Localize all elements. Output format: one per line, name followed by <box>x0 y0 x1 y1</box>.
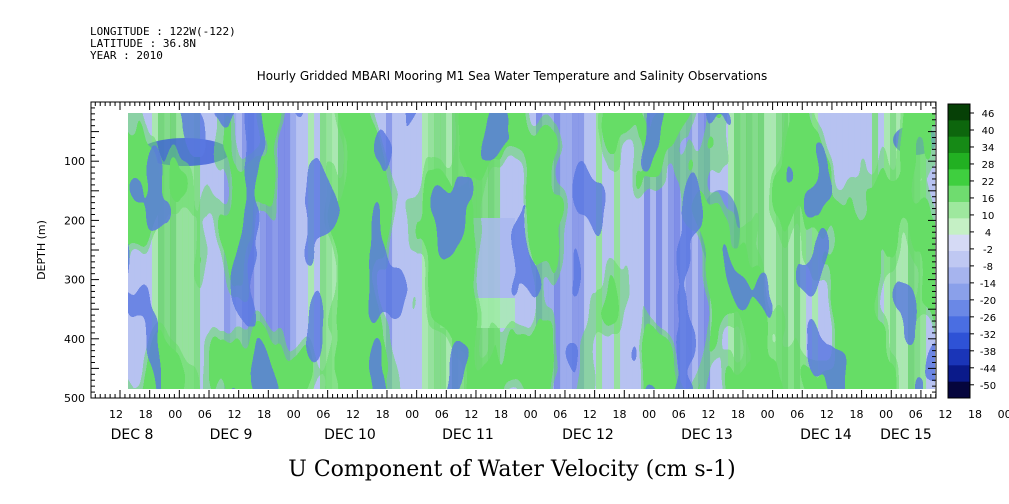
x-hour-label: 06 <box>553 408 567 421</box>
x-hour-label: 06 <box>909 408 923 421</box>
x-date-label: DEC 8 <box>111 427 154 443</box>
x-hour-label: 18 <box>139 408 153 421</box>
x-date-label: DEC 10 <box>324 427 376 443</box>
colorbar-label: 28 <box>982 160 995 171</box>
x-hour-label: 12 <box>820 408 834 421</box>
y-axis-labels: 100 200 300 400 500 <box>64 155 85 405</box>
y-tick-label: 200 <box>64 214 85 227</box>
colorbar-swatch <box>948 316 970 334</box>
colorbar-swatch <box>948 169 970 187</box>
colorbar-swatch <box>948 267 970 285</box>
latitude-label: LATITUDE : 36.8N <box>90 37 196 50</box>
colorbar-swatch <box>948 283 970 301</box>
colorbar-swatch <box>948 185 970 203</box>
y-tick-label: 400 <box>64 333 85 346</box>
x-axis-title: U Component of Water Velocity (cm s-1) <box>288 457 735 482</box>
x-axis-ticks <box>94 102 937 398</box>
x-date-label: DEC 13 <box>681 427 733 443</box>
x-date-label: DEC 11 <box>442 427 494 443</box>
x-hour-label: 12 <box>109 408 123 421</box>
x-date-label: DEC 14 <box>800 427 852 443</box>
longitude-label: LONGITUDE : 122W(-122) <box>90 25 236 38</box>
colorbar-swatch <box>948 381 970 399</box>
colorbar-swatch <box>948 153 970 170</box>
colorbar-label: -20 <box>980 296 996 307</box>
y-tick-label: 100 <box>64 155 85 168</box>
colorbar-label: -26 <box>980 313 996 324</box>
y-axis-title: DEPTH (m) <box>35 220 48 280</box>
colorbar-swatch <box>948 332 970 350</box>
x-hour-label: 18 <box>731 408 745 421</box>
colorbar-label: -44 <box>980 364 996 375</box>
heatmap-field <box>128 113 935 389</box>
colorbar-label: 16 <box>982 194 995 205</box>
colorbar-label: -32 <box>980 330 996 341</box>
colorbar-swatch <box>948 120 970 138</box>
x-hour-label: 12 <box>346 408 360 421</box>
x-hour-label: 06 <box>672 408 686 421</box>
x-hour-label: 12 <box>701 408 715 421</box>
colorbar: 46 40 34 28 22 16 10 4 -2 -8 -14 -20 -26 -32 -38 -44 -50 <box>947 103 996 399</box>
colorbar-label: -8 <box>983 262 993 273</box>
colorbar-swatch <box>948 349 970 366</box>
colorbar-swatch <box>948 251 970 268</box>
x-hour-label: 18 <box>613 408 627 421</box>
x-hour-label: 00 <box>405 408 419 421</box>
x-axis-date-labels: DEC 8 DEC 9 DEC 10 DEC 11 DEC 12 DEC 13 DEC 14… <box>111 427 932 443</box>
colorbar-label: -14 <box>980 279 996 290</box>
x-hour-label: 12 <box>583 408 597 421</box>
colorbar-label: -50 <box>980 381 996 392</box>
x-hour-label: 06 <box>198 408 212 421</box>
x-hour-label: 18 <box>257 408 271 421</box>
x-hour-label: 06 <box>790 408 804 421</box>
x-hour-label: 00 <box>998 408 1009 421</box>
year-label: YEAR : 2010 <box>90 49 163 62</box>
heatmap-blue-cells <box>128 113 935 389</box>
colorbar-label: 22 <box>982 177 995 188</box>
x-hour-label: 00 <box>642 408 656 421</box>
colorbar-label: 4 <box>985 228 991 239</box>
x-hour-label: 18 <box>849 408 863 421</box>
x-date-label: DEC 12 <box>562 427 614 443</box>
x-hour-label: 00 <box>524 408 538 421</box>
colorbar-label: -2 <box>983 245 993 256</box>
colorbar-swatch <box>948 202 970 219</box>
colorbar-label: 34 <box>982 143 995 154</box>
colorbar-frame <box>947 103 971 399</box>
x-axis-hour-labels: 12 18 00 06 12 18 00 06 12 18 00 06 12 18 00 06 12 18 00 06… <box>109 408 1009 421</box>
x-hour-label: 06 <box>435 408 449 421</box>
y-axis-ticks <box>91 101 936 399</box>
colorbar-swatch <box>948 218 970 236</box>
x-hour-label: 12 <box>464 408 478 421</box>
colorbar-label: 40 <box>982 126 995 137</box>
x-hour-label: 12 <box>227 408 241 421</box>
colorbar-label: 10 <box>982 211 995 222</box>
colorbar-swatch <box>948 234 970 252</box>
x-hour-label: 12 <box>938 408 952 421</box>
y-tick-label: 500 <box>64 392 85 405</box>
x-hour-label: 00 <box>879 408 893 421</box>
x-date-label: DEC 15 <box>880 427 932 443</box>
colorbar-label: 46 <box>982 109 995 120</box>
x-date-label: DEC 9 <box>210 427 253 443</box>
x-hour-label: 00 <box>287 408 301 421</box>
x-hour-label: 00 <box>168 408 182 421</box>
colorbar-swatch <box>948 104 970 121</box>
x-hour-label: 06 <box>316 408 330 421</box>
colorbar-swatch <box>948 136 970 154</box>
x-hour-label: 18 <box>968 408 982 421</box>
colorbar-label: -38 <box>980 347 996 358</box>
y-tick-label: 300 <box>64 274 85 287</box>
x-hour-label: 18 <box>376 408 390 421</box>
x-hour-label: 00 <box>761 408 775 421</box>
x-hour-label: 18 <box>494 408 508 421</box>
chart-title: Hourly Gridded MBARI Mooring M1 Sea Wate… <box>257 69 768 83</box>
colorbar-swatch <box>948 300 970 317</box>
colorbar-swatch <box>948 365 970 383</box>
